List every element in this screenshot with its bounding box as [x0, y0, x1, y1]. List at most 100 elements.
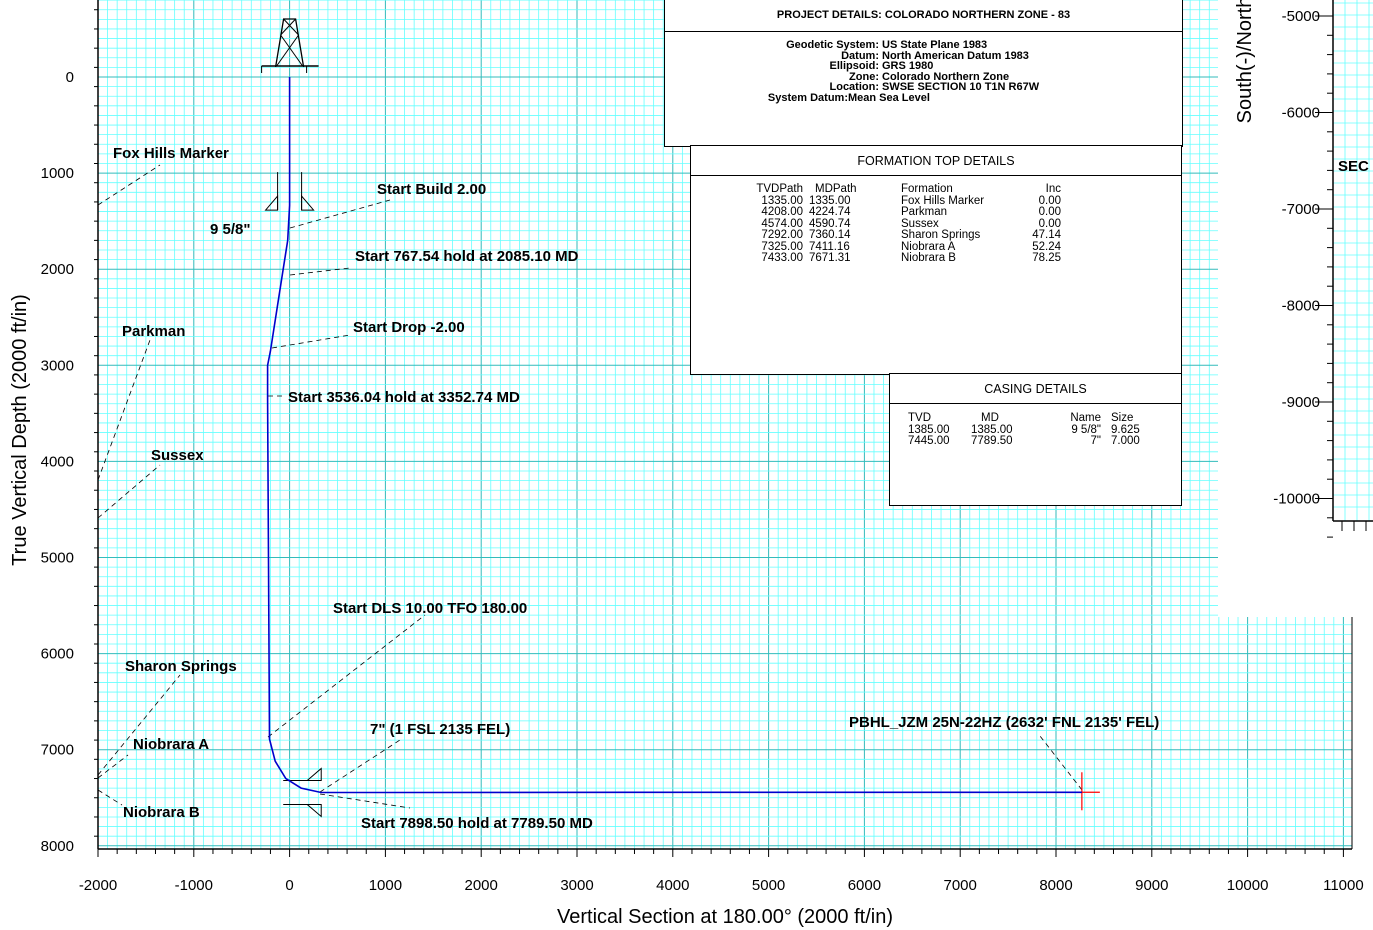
leader-line [289, 267, 351, 276]
rig-brace [280, 34, 304, 67]
project-value: North American Datum 1983 [882, 49, 1029, 62]
inset-grid [1332, 0, 1373, 521]
casing-table: TVD MD Name Size 1385.00 1385.00 9 5/8" 9.6… [908, 412, 1161, 448]
inset-annotation-label: SEC [1338, 158, 1369, 175]
formation-cell: 52.24 [1032, 240, 1061, 253]
formation-cell: Niobrara A [901, 240, 956, 253]
leader-line [97, 164, 161, 206]
formation-cell: 4574.00 [761, 217, 803, 230]
casing-cell: 9.625 [1111, 423, 1140, 436]
formation-row: 1335.00 1335.00 Fox Hills Marker 0.00 [733, 194, 1061, 208]
y-axis-title: True Vertical Depth (2000 ft/in) [9, 294, 31, 566]
project-value: Mean Sea Level [848, 91, 930, 104]
casing-shoe [305, 803, 322, 818]
formation-table: TVDPath MDPath Formation Inc 1335.00 1335… [733, 183, 1061, 265]
x-tick-label: 0 [285, 877, 293, 894]
casing-row: 1385.00 1385.00 9 5/8" 9.625 [908, 423, 1161, 437]
project-row: Geodetic System: US State Plane 1983 [665, 40, 1182, 51]
casing-cell: 7" [1090, 435, 1101, 447]
formation-row: 4208.00 4224.74 Parkman 0.00 [733, 206, 1061, 219]
leader-line [1039, 735, 1083, 791]
y-tick-label: 2000 [41, 261, 74, 278]
series-layer [266, 77, 1082, 794]
casing-cell: 7445.00 [908, 435, 950, 447]
project-key: System Datum: [767, 91, 848, 104]
casing-shoe-icon [283, 767, 322, 818]
formation-row: 7433.00 7671.31 Niobrara B 78.25 [733, 252, 1061, 265]
y-tick-label: 0 [66, 69, 74, 86]
casing-header-cell: Size [1111, 412, 1134, 424]
x-tick-label: 2000 [465, 877, 498, 894]
project-key: Geodetic System: [786, 39, 879, 51]
formation-cell: 1335.00 [809, 194, 851, 207]
casing-header-row: TVD MD Name Size [908, 412, 1161, 425]
project-value: SWSE SECTION 10 T1N R67W [882, 81, 1040, 93]
casing-row: 7445.00 7789.50 7" 7.000 [908, 435, 1161, 448]
y-tick-label: 3000 [41, 357, 74, 374]
formation-cell: 1335.00 [761, 194, 803, 207]
casing-shoe [264, 194, 279, 211]
formation-header-cell: Formation [901, 183, 953, 195]
project-key: Ellipsoid: [829, 60, 880, 72]
wellbore-path [266, 77, 1082, 794]
annotation-label: Start Drop -2.00 [353, 319, 465, 336]
project-details-title: PROJECT DETAILS: COLORADO NORTHERN ZONE … [665, 0, 1182, 32]
formation-cell: 0.00 [1038, 206, 1061, 218]
x-tick-label: 7000 [944, 877, 977, 894]
formation-cell: 7433.00 [761, 252, 803, 264]
annotation-label: Start DLS 10.00 TFO 180.00 [333, 600, 527, 617]
inset-y-tick-label: -8000 [1282, 298, 1320, 315]
formation-cell: Sussex [901, 217, 939, 230]
formation-cell: 0.00 [1038, 194, 1061, 207]
y-tick-label: 4000 [41, 453, 74, 470]
inset-y-tick-label: -5000 [1282, 8, 1320, 25]
annotation-label: 9 5/8" [210, 221, 250, 238]
formation-cell: 47.14 [1032, 229, 1061, 241]
leader-line [289, 199, 391, 229]
formation-cell: 4208.00 [761, 206, 803, 218]
y-tick-label: 8000 [41, 838, 74, 855]
annotation-label: Sharon Springs [125, 658, 237, 675]
annotation-label: Sussex [151, 447, 204, 464]
annotation-label: Parkman [122, 323, 185, 340]
project-key: Zone: [849, 70, 879, 83]
x-tick-label: -1000 [175, 877, 213, 894]
leader-line [97, 789, 123, 806]
leader-line [267, 614, 426, 738]
annotation-label: Start Build 2.00 [377, 181, 486, 198]
formation-cell: 7292.00 [761, 229, 803, 241]
casing-shoe [301, 194, 315, 211]
leader-line [97, 754, 129, 779]
casing-header-cell: Name [1070, 412, 1101, 424]
formation-header-cell: TVDPath [756, 183, 803, 195]
project-row: Zone: Colorado Northern Zone [665, 70, 1182, 83]
formation-row: 4574.00 4590.74 Sussex 0.00 [733, 217, 1061, 231]
rig-brace [280, 18, 296, 36]
casing-cell: 1385.00 [908, 423, 950, 436]
project-row: Location: SWSE SECTION 10 T1N R67W [665, 82, 1182, 93]
formation-cell: 78.25 [1032, 252, 1061, 264]
leader-line [319, 739, 401, 793]
main-axes: 0 1000 2000 3000 4000 5000 6000 7000 8000 -2000 -1… [41, 0, 1364, 894]
rig-icon [261, 18, 319, 73]
project-value: US State Plane 1983 [882, 39, 988, 51]
inset-y-tick-label: -9000 [1282, 394, 1320, 411]
x-tick-label: 6000 [848, 877, 881, 894]
formation-cell: Niobrara B [901, 252, 956, 264]
well-markers [261, 18, 1100, 818]
annotation-label: Start 3536.04 hold at 3352.74 MD [288, 389, 520, 406]
y-tick-label: 7000 [41, 742, 74, 759]
formation-cell: 4590.74 [809, 217, 851, 230]
annotation-label: PBHL_JZM 25N-22HZ (2632' FNL 2135' FEL) [849, 714, 1159, 731]
inset-axes: -5000 -6000 -7000 -8000 -9000 -10000 SEC [1273, 0, 1373, 538]
x-axis-title: Vertical Section at 180.00° (2000 ft/in) [557, 906, 893, 928]
casing-details-title: CASING DETAILS [890, 374, 1181, 404]
x-tick-label: 4000 [656, 877, 689, 894]
formation-cell: 0.00 [1038, 217, 1061, 230]
x-tick-label: 3000 [560, 877, 593, 894]
casing-cell: 1385.00 [971, 423, 1013, 436]
formation-header-cell: MDPath [815, 183, 857, 195]
formation-row: 7325.00 7411.16 Niobrara A 52.24 [733, 240, 1061, 254]
formation-header-row: TVDPath MDPath Formation Inc [733, 183, 1061, 196]
annotation-labels: Fox Hills Marker Start Build 2.00 9 5/8" St… [113, 145, 1159, 832]
